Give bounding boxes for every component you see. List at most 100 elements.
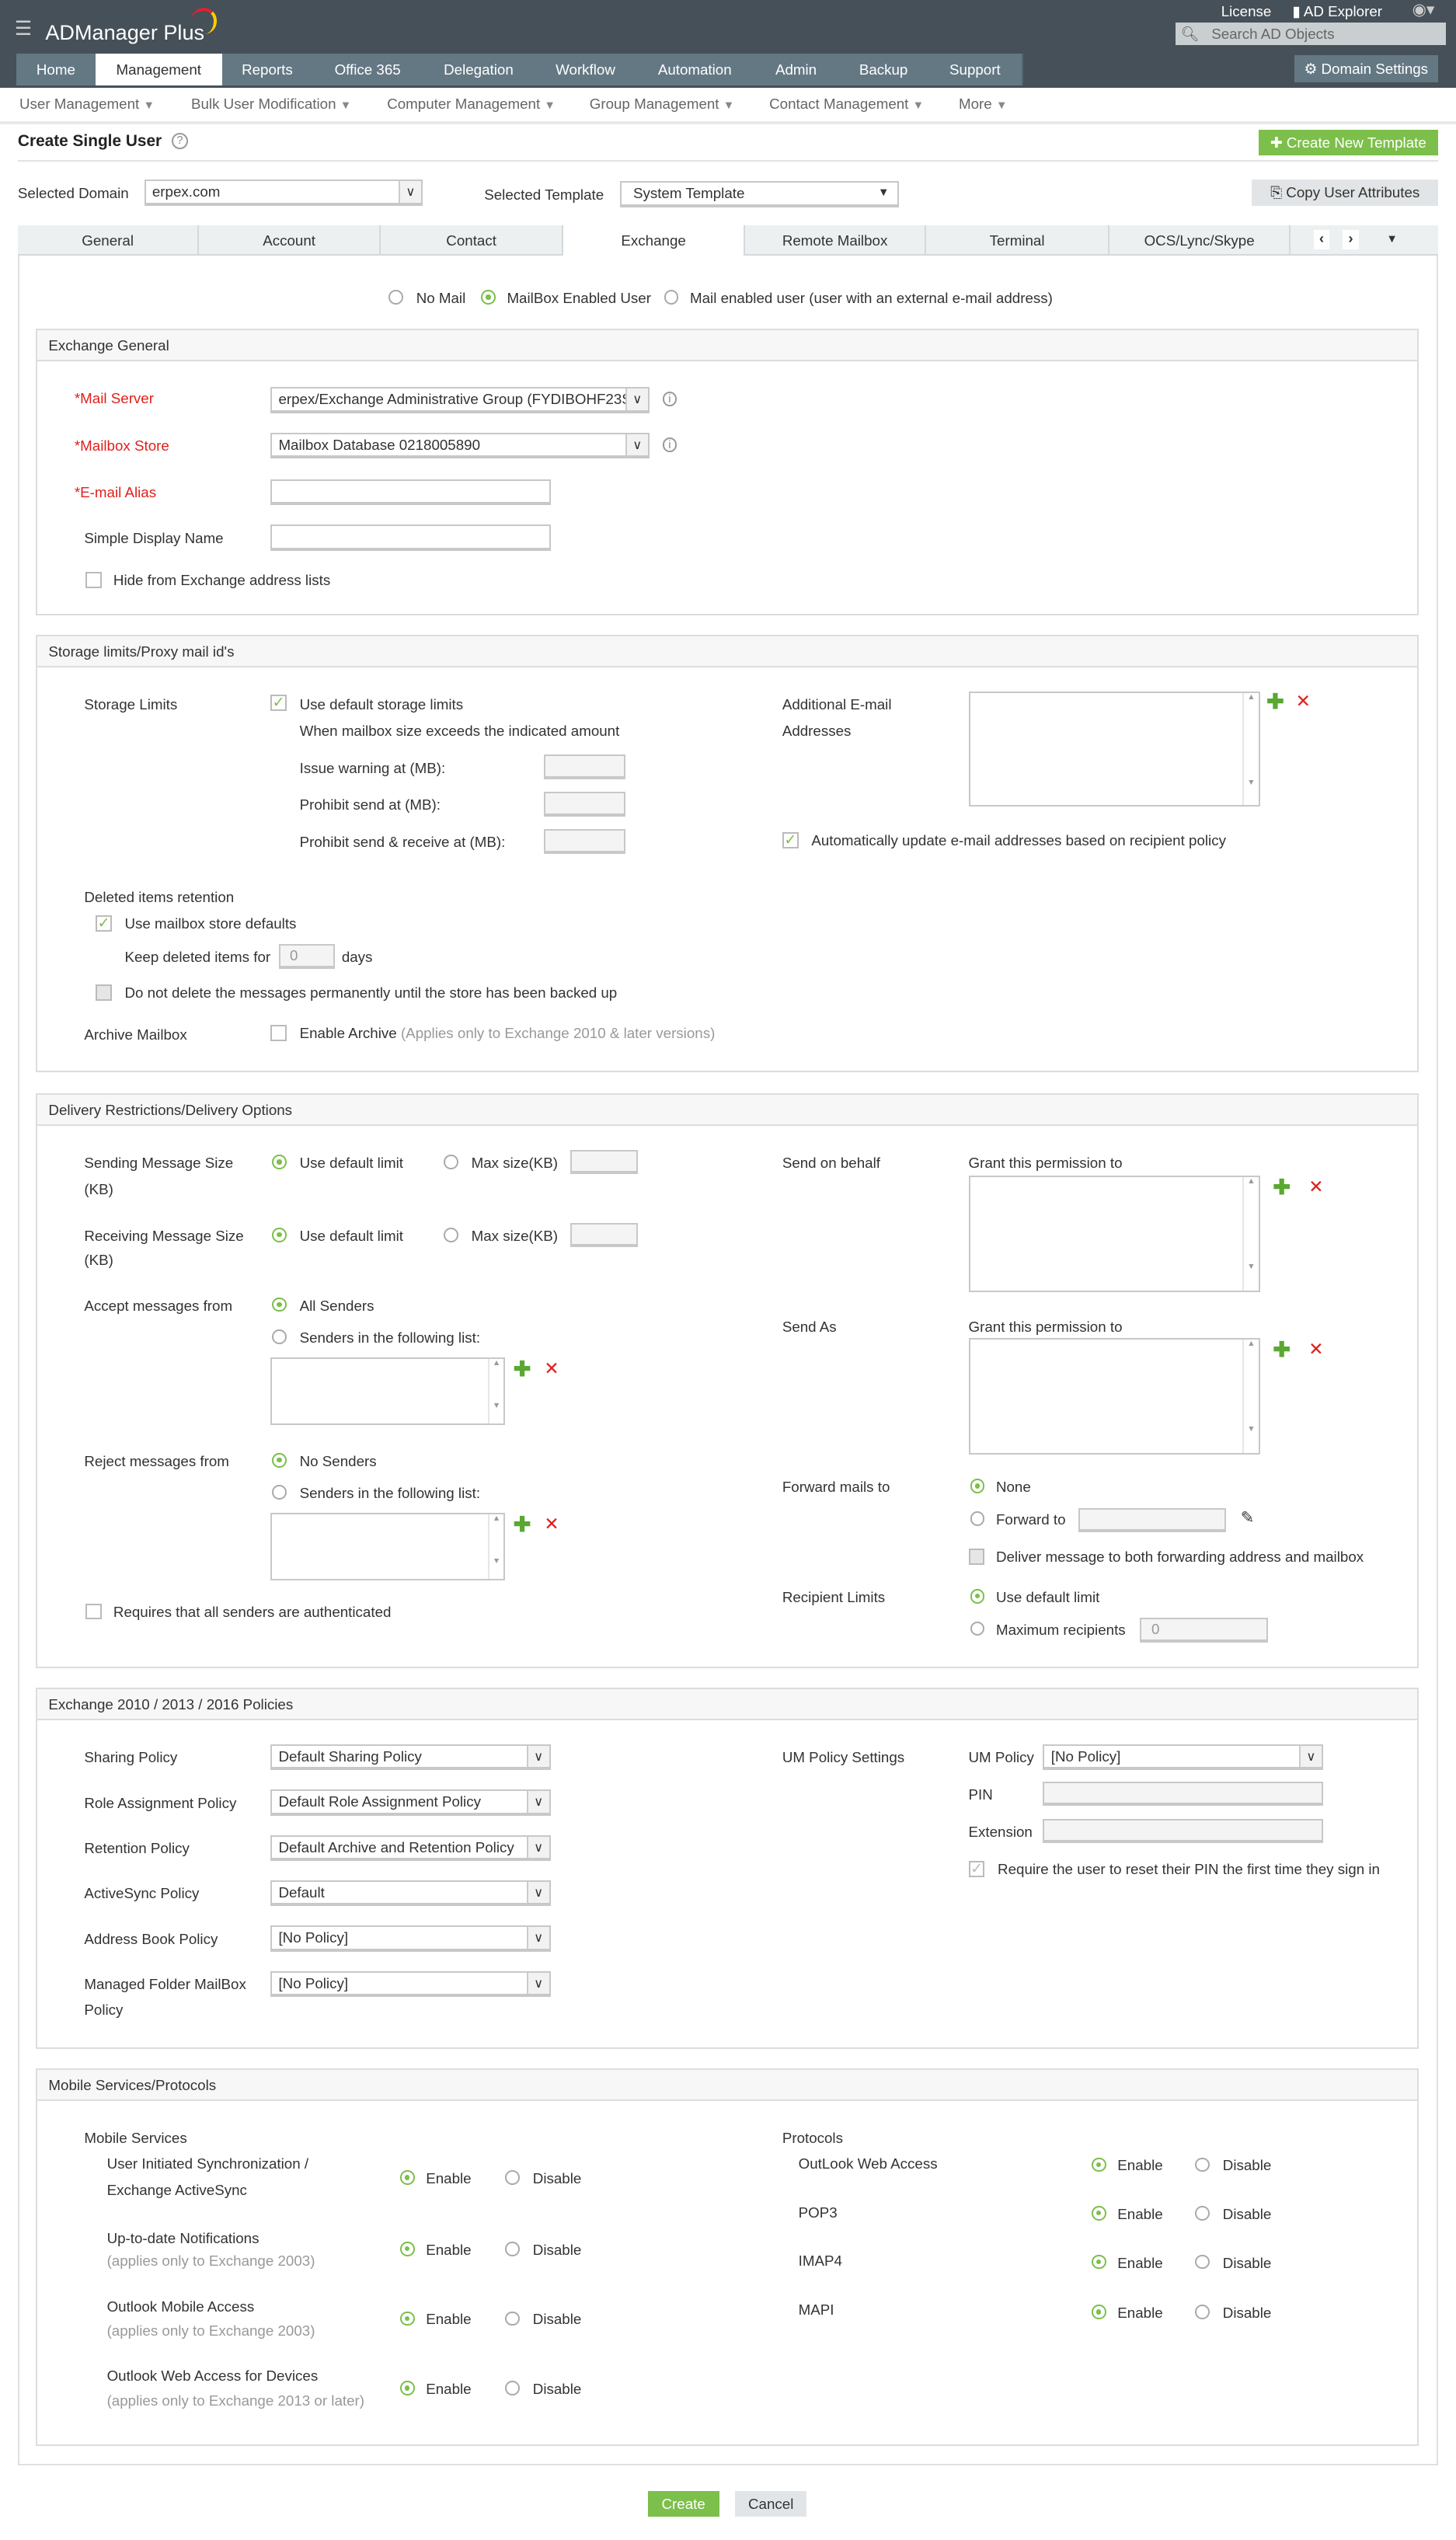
domain-select[interactable]: erpex.com ∨ bbox=[144, 179, 423, 206]
reject-none-radio[interactable] bbox=[272, 1452, 287, 1468]
keep-deleted-days-input[interactable]: 0 bbox=[278, 944, 336, 969]
scrollbar[interactable]: ▲ ▼ bbox=[1242, 693, 1259, 806]
um-policy-select[interactable]: [No Policy] ∨ bbox=[1043, 1744, 1324, 1771]
remove-icon[interactable]: ✕ bbox=[1295, 691, 1311, 712]
add-icon[interactable]: ✚ bbox=[1273, 1175, 1291, 1200]
scrollbar[interactable]: ▲ ▼ bbox=[1242, 1177, 1259, 1291]
brand-logo[interactable]: ADManager Plus bbox=[45, 20, 205, 44]
deliver-both-checkbox[interactable] bbox=[968, 1548, 985, 1565]
receiving-default-radio[interactable] bbox=[272, 1228, 287, 1242]
sending-max-input[interactable] bbox=[570, 1149, 639, 1175]
add-icon[interactable]: ✚ bbox=[1273, 1336, 1291, 1361]
mail-server-select[interactable]: erpex/Exchange Administrative Group (FYD… bbox=[270, 387, 650, 413]
send-on-behalf-list[interactable]: ▲ ▼ bbox=[968, 1176, 1260, 1293]
pencil-icon[interactable]: ✎ bbox=[1240, 1508, 1255, 1527]
subnav-bulk-user-modification[interactable]: Bulk User Modification ▼ bbox=[191, 94, 351, 116]
radio-mail-enabled-user[interactable] bbox=[664, 290, 679, 305]
nav-automation[interactable]: Automation bbox=[636, 53, 755, 86]
hide-from-address-lists-checkbox[interactable] bbox=[85, 571, 103, 588]
imap4-enable-radio[interactable] bbox=[1091, 2254, 1106, 2270]
notifications-disable-radio[interactable] bbox=[505, 2241, 521, 2256]
extension-input[interactable] bbox=[1043, 1818, 1324, 1844]
retention-policy-select[interactable]: Default Archive and Retention Policy ∨ bbox=[270, 1834, 551, 1862]
activesync-enable-radio[interactable] bbox=[399, 2170, 415, 2185]
forward-to-input[interactable] bbox=[1078, 1507, 1226, 1532]
create-new-template-button[interactable]: ✚ Create New Template bbox=[1258, 129, 1439, 156]
mailbox-store-select[interactable]: Mailbox Database 0218005890 ∨ bbox=[270, 432, 650, 458]
tab-next-icon[interactable]: › bbox=[1343, 229, 1359, 249]
remove-icon[interactable]: ✕ bbox=[1308, 1338, 1324, 1359]
tab-more-icon[interactable]: ▼ bbox=[1386, 232, 1398, 246]
tab-account[interactable]: Account bbox=[199, 225, 381, 256]
simple-display-name-input[interactable] bbox=[270, 524, 551, 551]
subnav-computer-management[interactable]: Computer Management ▼ bbox=[387, 94, 556, 116]
nav-management[interactable]: Management bbox=[95, 53, 224, 86]
mapi-enable-radio[interactable] bbox=[1091, 2305, 1106, 2319]
search-input[interactable]: Search AD Objects bbox=[1211, 26, 1335, 43]
sharing-policy-select[interactable]: Default Sharing Policy ∨ bbox=[270, 1744, 551, 1771]
remove-icon[interactable]: ✕ bbox=[544, 1357, 559, 1378]
domain-settings-button[interactable]: ⚙ Domain Settings bbox=[1294, 54, 1439, 83]
require-auth-checkbox[interactable] bbox=[85, 1603, 103, 1620]
owa-devices-enable-radio[interactable] bbox=[399, 2381, 415, 2395]
activesync-disable-radio[interactable] bbox=[505, 2170, 521, 2185]
receiving-max-radio[interactable] bbox=[444, 1228, 458, 1242]
subnav-more[interactable]: More ▼ bbox=[959, 94, 1007, 116]
remove-icon[interactable]: ✕ bbox=[544, 1514, 559, 1534]
nav-support[interactable]: Support bbox=[928, 53, 1024, 86]
scrollbar[interactable]: ▲ ▼ bbox=[487, 1358, 504, 1424]
sending-max-radio[interactable] bbox=[444, 1155, 458, 1169]
pop3-enable-radio[interactable] bbox=[1091, 2206, 1106, 2221]
hamburger-menu-icon[interactable]: ☰ bbox=[14, 18, 33, 40]
license-link[interactable]: License bbox=[1221, 3, 1272, 20]
add-icon[interactable]: ✚ bbox=[1266, 689, 1284, 714]
scrollbar[interactable]: ▲ ▼ bbox=[487, 1514, 504, 1580]
owa-enable-radio[interactable] bbox=[1091, 2157, 1106, 2172]
remove-icon[interactable]: ✕ bbox=[1308, 1176, 1324, 1197]
nav-admin[interactable]: Admin bbox=[753, 53, 841, 86]
nav-delegation[interactable]: Delegation bbox=[423, 53, 536, 86]
forward-to-radio[interactable] bbox=[970, 1510, 985, 1526]
accept-senders-list[interactable]: ▲ ▼ bbox=[270, 1357, 506, 1426]
radio-no-mail[interactable] bbox=[388, 290, 404, 305]
max-recipients-input[interactable]: 0 bbox=[1140, 1618, 1269, 1643]
tab-prev-icon[interactable]: ‹ bbox=[1313, 229, 1330, 249]
nav-backup[interactable]: Backup bbox=[838, 53, 930, 86]
issue-warning-input[interactable] bbox=[544, 754, 625, 779]
subnav-group-management[interactable]: Group Management ▼ bbox=[590, 94, 734, 116]
do-not-delete-checkbox[interactable] bbox=[95, 984, 112, 1002]
imap4-disable-radio[interactable] bbox=[1195, 2254, 1210, 2270]
prohibit-send-input[interactable] bbox=[544, 792, 625, 817]
receiving-max-input[interactable] bbox=[570, 1222, 639, 1248]
nav-workflow[interactable]: Workflow bbox=[534, 53, 639, 86]
sending-default-radio[interactable] bbox=[272, 1155, 287, 1169]
tab-contact[interactable]: Contact bbox=[380, 225, 564, 256]
tab-remote-mailbox[interactable]: Remote Mailbox bbox=[744, 225, 927, 256]
activesync-policy-select[interactable]: Default ∨ bbox=[270, 1880, 551, 1907]
radio-mailbox-enabled-user[interactable] bbox=[481, 290, 496, 305]
nav-reports[interactable]: Reports bbox=[221, 53, 315, 86]
info-icon[interactable]: i bbox=[662, 392, 677, 407]
recipient-max-radio[interactable] bbox=[970, 1621, 985, 1636]
notifications-enable-radio[interactable] bbox=[399, 2241, 415, 2256]
accept-list-radio[interactable] bbox=[272, 1329, 287, 1345]
scrollbar[interactable]: ▲ ▼ bbox=[1242, 1339, 1259, 1453]
owa-disable-radio[interactable] bbox=[1195, 2157, 1210, 2172]
tab-general[interactable]: General bbox=[17, 225, 200, 256]
tab-exchange[interactable]: Exchange bbox=[563, 225, 745, 256]
auto-update-email-checkbox[interactable]: ✓ bbox=[782, 832, 799, 849]
cancel-button[interactable]: Cancel bbox=[735, 2490, 807, 2517]
create-button[interactable]: Create bbox=[647, 2490, 719, 2517]
prohibit-send-receive-input[interactable] bbox=[544, 829, 625, 854]
owa-devices-disable-radio[interactable] bbox=[505, 2381, 521, 2395]
pop3-disable-radio[interactable] bbox=[1195, 2206, 1210, 2221]
add-icon[interactable]: ✚ bbox=[513, 1356, 531, 1381]
use-default-storage-checkbox[interactable]: ✓ bbox=[270, 695, 287, 712]
additional-email-list[interactable]: ▲ ▼ bbox=[968, 692, 1260, 807]
help-icon[interactable]: ? bbox=[171, 132, 188, 149]
pin-input[interactable] bbox=[1043, 1781, 1324, 1807]
search-box[interactable]: 🔍︎ Search AD Objects bbox=[1176, 23, 1447, 46]
recipient-default-radio[interactable] bbox=[970, 1588, 985, 1604]
copy-user-attributes-button[interactable]: ⎘ Copy User Attributes bbox=[1252, 179, 1439, 206]
reset-pin-checkbox[interactable]: ✓ bbox=[968, 1861, 985, 1877]
